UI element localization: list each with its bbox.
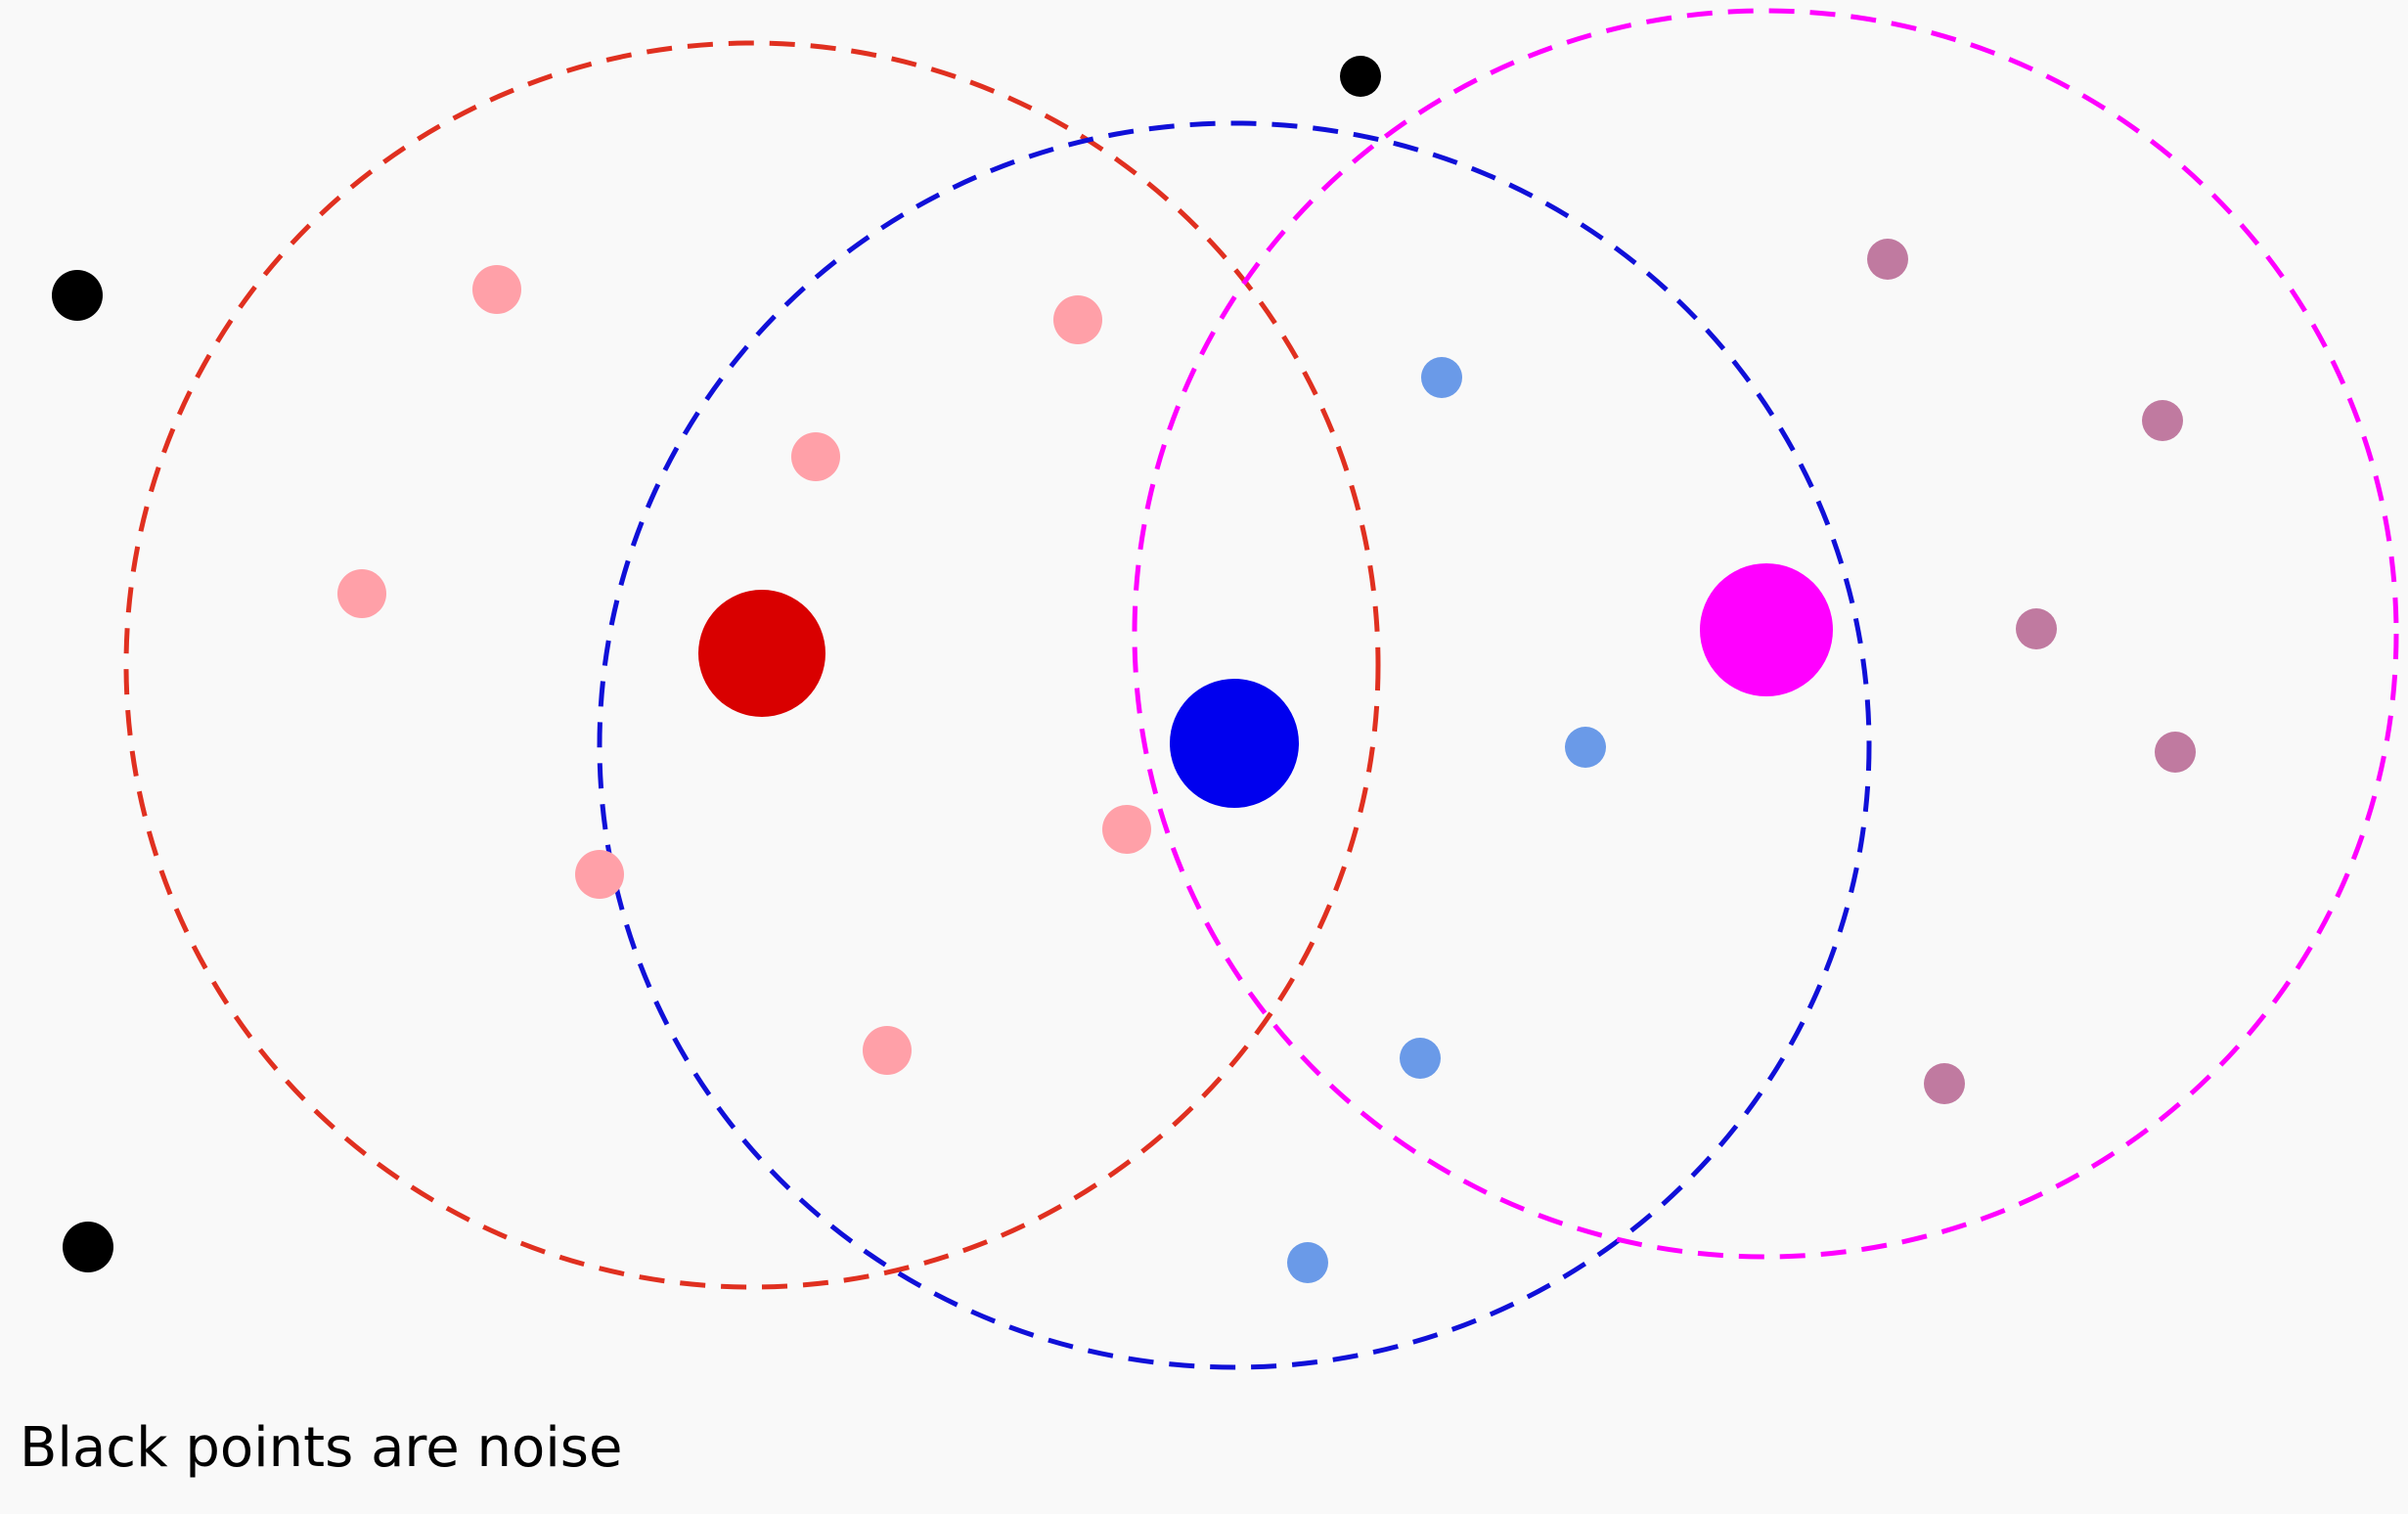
noise-point [52, 270, 103, 321]
magenta-cluster-point [2155, 732, 2196, 773]
noise-point [63, 1222, 113, 1272]
blue-cluster-boundary [597, 120, 1872, 1370]
blue-cluster-point [1421, 357, 1462, 398]
blue-cluster-point [1400, 1038, 1441, 1079]
magenta-cluster-point [1867, 239, 1908, 280]
magenta-cluster-point [1924, 1063, 1965, 1104]
magenta-cluster-point [2142, 400, 2183, 441]
red-cluster-point [575, 850, 624, 899]
blue-cluster-center [1170, 679, 1299, 808]
magenta-cluster-center [1700, 563, 1833, 696]
magenta-cluster-point [2016, 608, 2057, 649]
red-cluster-point [472, 265, 521, 314]
blue-cluster-point [1565, 727, 1606, 768]
red-cluster-point [863, 1026, 912, 1075]
red-cluster-point [1053, 295, 1102, 344]
red-cluster-center [698, 590, 825, 717]
noise-caption: Black points are noise [20, 1416, 623, 1480]
red-cluster-point [791, 432, 840, 481]
magenta-cluster-boundary [1132, 8, 2399, 1260]
red-cluster-point [337, 569, 386, 618]
noise-point [1340, 56, 1381, 97]
red-cluster-point [1102, 805, 1151, 854]
red-cluster-boundary [123, 40, 1381, 1290]
blue-cluster-point [1287, 1242, 1328, 1283]
